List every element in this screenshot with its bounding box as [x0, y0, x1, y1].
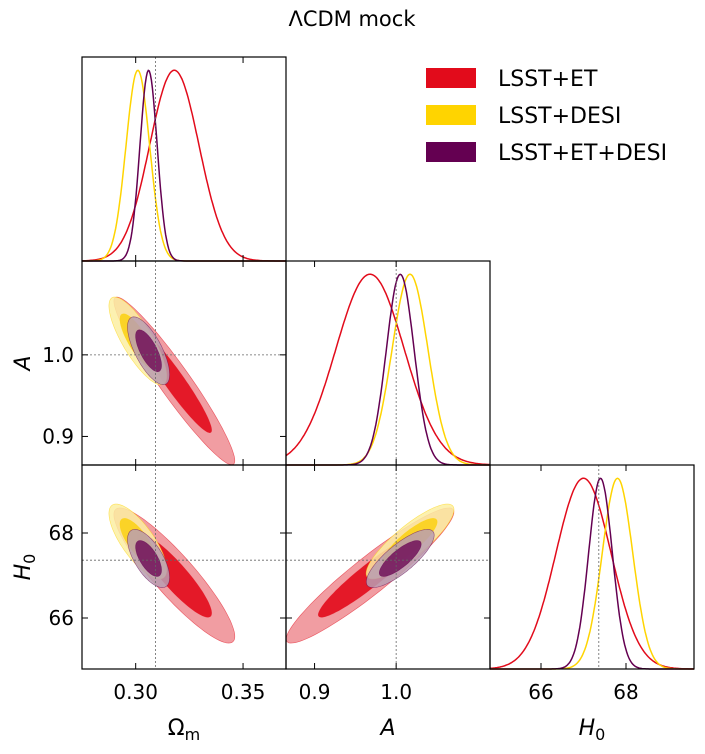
- marginal-H0: [489, 477, 694, 670]
- x-tick-label: 0.9: [299, 680, 331, 704]
- marginal-curve-lsst-et: [82, 69, 286, 262]
- marginal-curve-lsst-et-desi: [82, 69, 286, 262]
- legend-label: LSST+ET+DESI: [498, 141, 667, 166]
- marginal-curve-lsst-et-desi: [286, 273, 490, 466]
- panel-H0-vs-A: [286, 503, 455, 644]
- x-tick-label: 1.0: [380, 680, 412, 704]
- axis-label-A: A: [378, 716, 395, 741]
- panel-frame: [81, 56, 287, 262]
- y-tick-label: 1.0: [42, 343, 74, 367]
- x-tick-label: 66: [528, 680, 553, 704]
- legend-swatch: [426, 68, 476, 88]
- chart-title: ΛCDM mock: [288, 7, 416, 31]
- marginal-curve-lsst-desi: [286, 273, 490, 466]
- x-tick-label: 0.35: [221, 680, 266, 704]
- marginal-A: [285, 273, 491, 466]
- marginal-curve-lsst-et: [285, 273, 491, 466]
- panel-frame: [285, 260, 491, 466]
- y-tick-label: 68: [49, 521, 74, 545]
- marginal-curve-lsst-desi: [490, 477, 694, 670]
- legend-label: LSST+DESI: [498, 104, 621, 129]
- panel-frame: [81, 260, 287, 466]
- marginal-curve-lsst-desi: [82, 69, 286, 262]
- legend-swatch: [426, 105, 476, 125]
- marginal-curve-lsst-et-desi: [490, 477, 694, 670]
- panel-frame: [489, 464, 695, 670]
- panel-A-vs-Om: [108, 296, 236, 465]
- axis-label-A: A: [11, 355, 36, 372]
- y-tick-label: 66: [49, 606, 74, 630]
- x-tick-label: 68: [613, 680, 638, 704]
- marginal-curve-lsst-et: [489, 477, 694, 670]
- axis-label-H0: H0: [11, 554, 39, 581]
- legend-swatch: [426, 142, 476, 162]
- marginal-Om: [82, 69, 286, 262]
- panel-H0-vs-Om: [108, 503, 236, 644]
- x-tick-label: 0.30: [113, 680, 158, 704]
- contour-lsst-et-desi: [135, 540, 162, 577]
- axis-label-Om: Ωm: [168, 716, 200, 744]
- panels: 0.30 0.35 Ωm 0.9 1.0 A 66 68 H0 0.9 1.0 A 66 68 H0: [11, 56, 695, 744]
- axis-label-H0: H0: [579, 716, 606, 744]
- y-tick-label: 0.9: [42, 424, 74, 448]
- legend: LSST+ET LSST+DESI LSST+ET+DESI: [426, 67, 667, 166]
- legend-label: LSST+ET: [498, 67, 598, 92]
